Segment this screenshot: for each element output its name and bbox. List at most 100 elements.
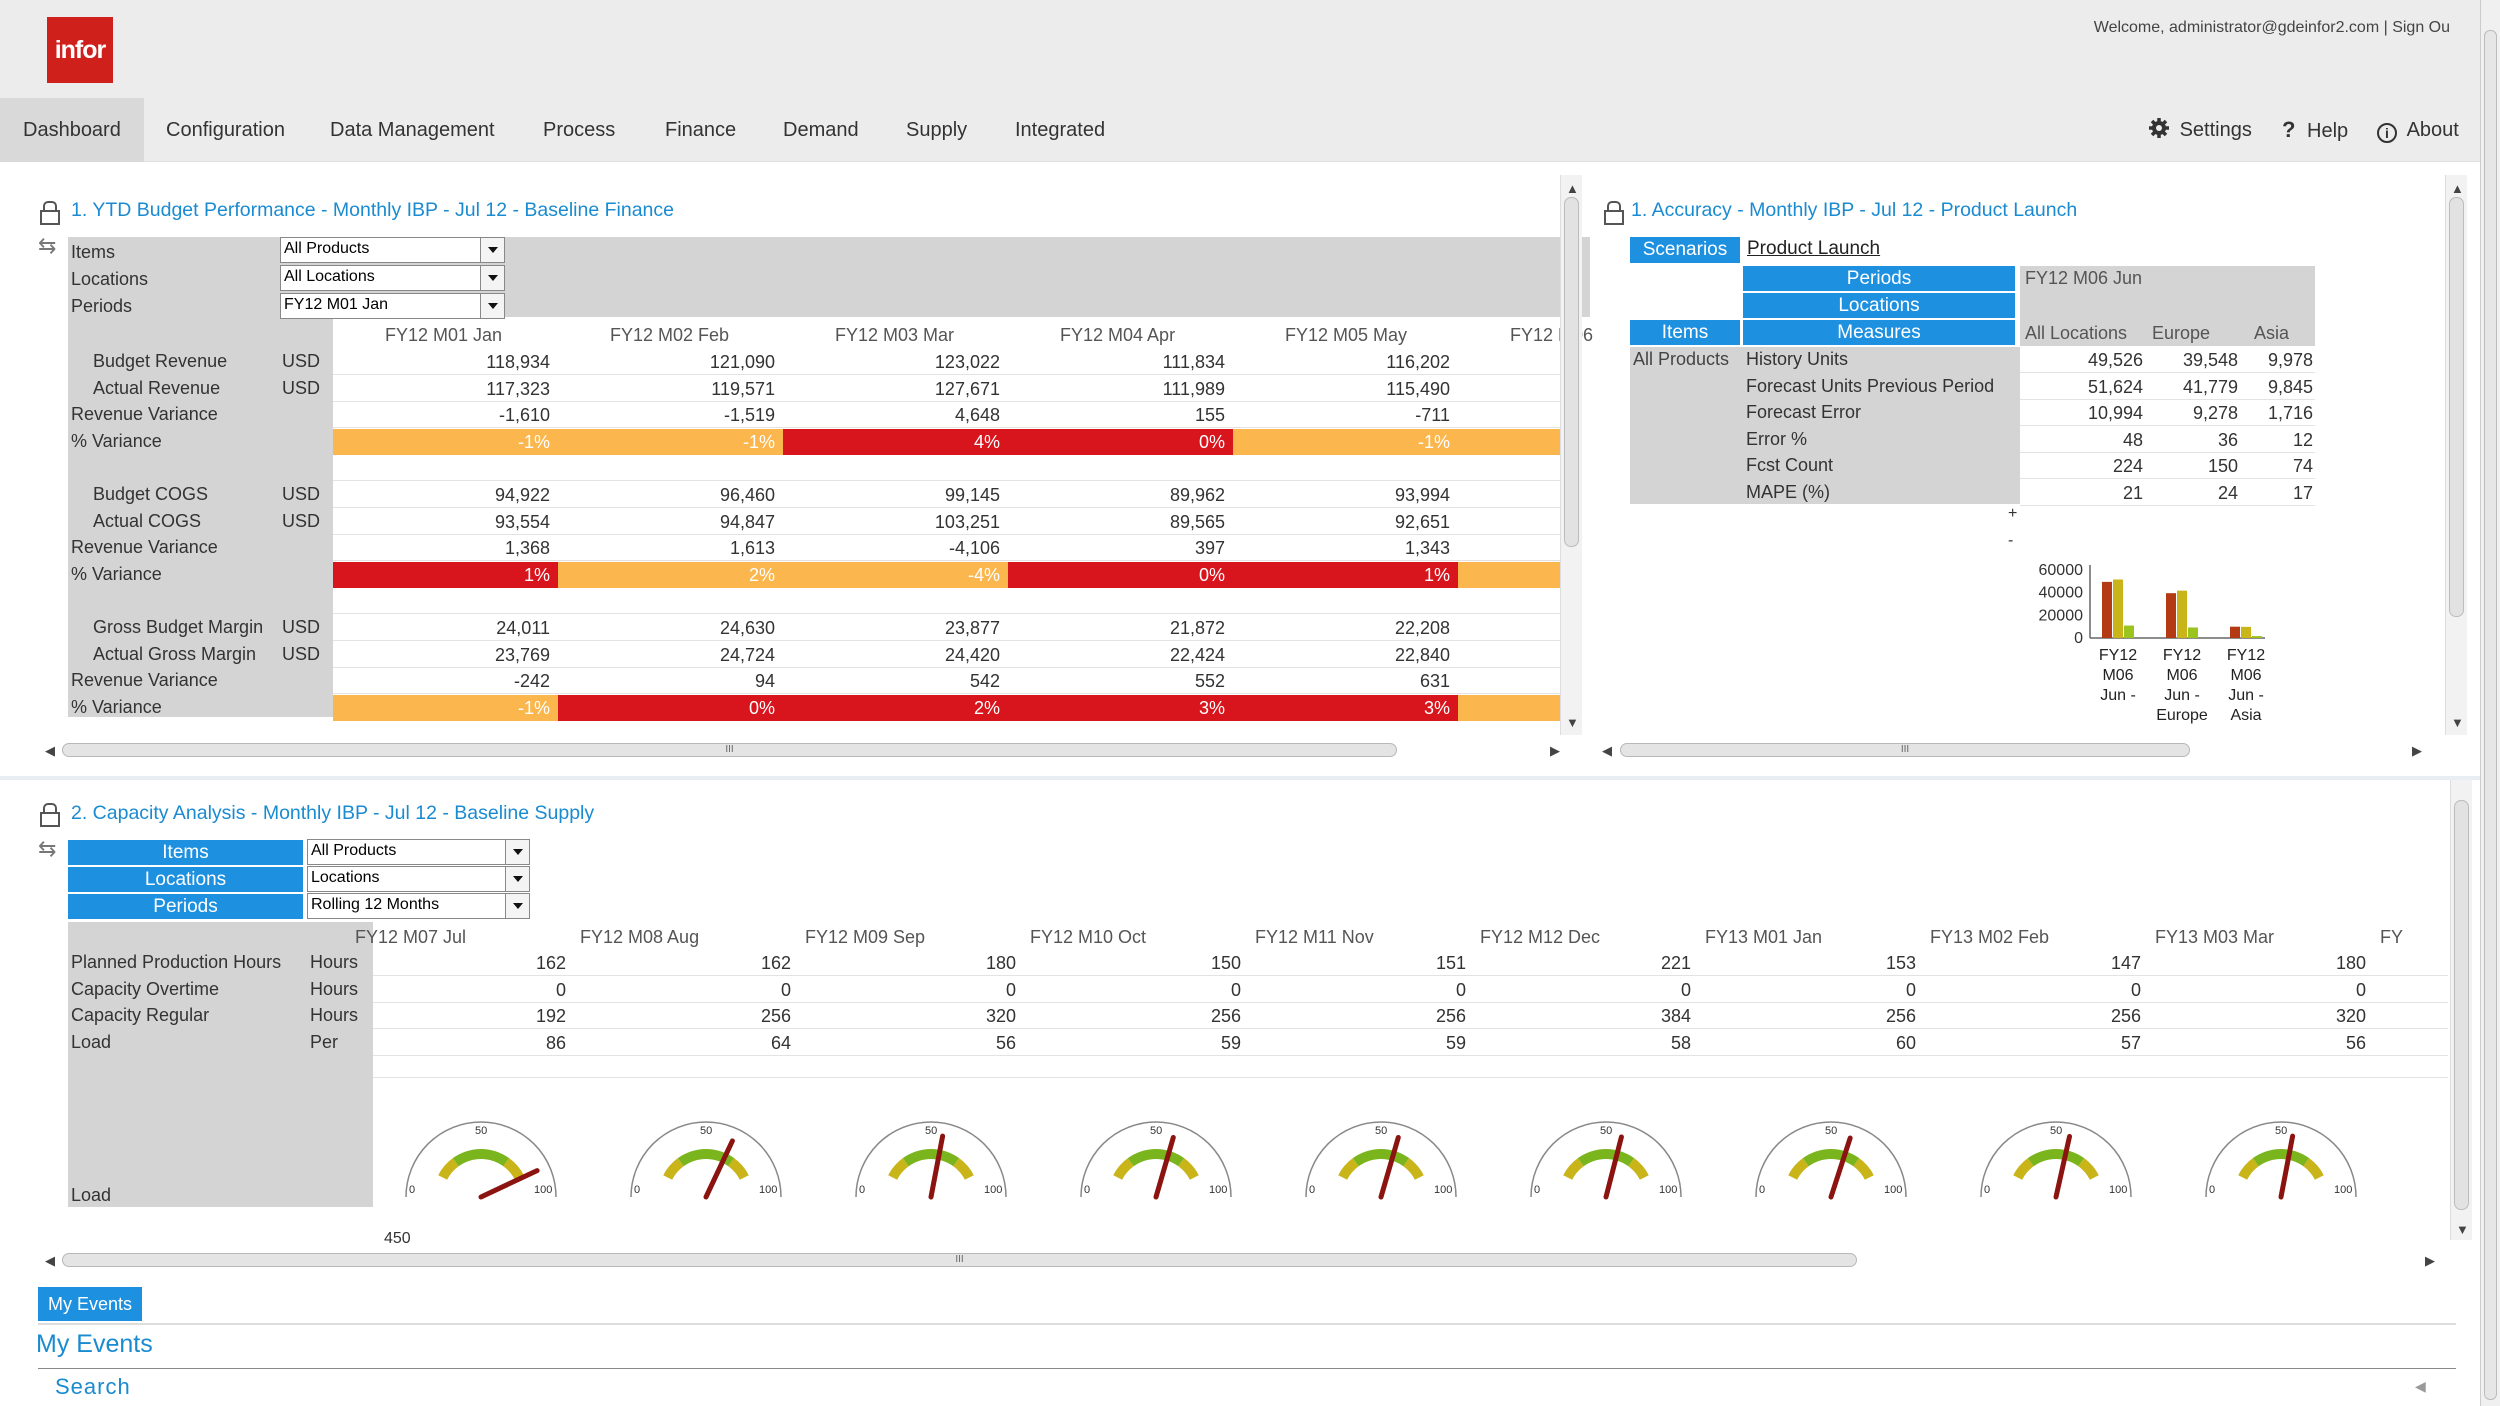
table-cell[interactable]: 0%: [1008, 561, 1233, 588]
table-cell[interactable]: 162: [760, 953, 791, 973]
table-cell[interactable]: 162: [535, 953, 566, 973]
accuracy-horizontal-scrollbar[interactable]: ◀ III ▶: [1600, 740, 2435, 760]
table-cell[interactable]: 103,251: [934, 511, 1000, 532]
column-header[interactable]: FY13 M03 Mar: [2155, 927, 2275, 947]
infor-logo[interactable]: infor: [47, 17, 113, 83]
table-cell[interactable]: 123,022: [934, 352, 1000, 372]
page-vertical-scrollbar[interactable]: [2480, 0, 2500, 1406]
table-cell[interactable]: 1%: [333, 561, 558, 588]
table-cell[interactable]: [333, 588, 558, 614]
table-cell[interactable]: -1,519: [723, 405, 775, 426]
table-cell[interactable]: -1%: [333, 694, 558, 721]
chevron-down-icon[interactable]: [480, 294, 504, 318]
table-cell[interactable]: 397: [1194, 538, 1225, 559]
table-cell[interactable]: 0%: [1008, 428, 1233, 455]
locations-select[interactable]: Locations: [307, 866, 530, 892]
table-cell[interactable]: 21: [2122, 482, 2143, 503]
table-cell[interactable]: 111,834: [1162, 352, 1225, 372]
table-cell[interactable]: [1008, 588, 1233, 614]
load-gauge[interactable]: 0 50 100: [403, 1105, 573, 1205]
table-cell[interactable]: 99,145: [944, 485, 1000, 505]
table-cell[interactable]: 256: [2110, 1006, 2141, 1026]
table-cell[interactable]: 121,090: [709, 352, 775, 372]
table-cell[interactable]: 0%: [558, 694, 783, 721]
table-cell[interactable]: [558, 455, 783, 481]
table-cell[interactable]: 56: [2345, 1032, 2366, 1053]
table-cell[interactable]: 94,847: [719, 511, 775, 532]
scroll-left-arrow[interactable]: ◀: [45, 1253, 55, 1268]
table-cell[interactable]: [1233, 588, 1458, 614]
chart-bar[interactable]: [2177, 590, 2187, 638]
chart-bar[interactable]: [2102, 581, 2112, 638]
column-header[interactable]: FY13 M01 Jan: [1705, 927, 1823, 947]
table-cell[interactable]: 155: [1194, 405, 1225, 426]
table-cell[interactable]: [783, 588, 1008, 614]
chart-bar[interactable]: [2166, 593, 2176, 638]
column-header[interactable]: FY12 M02 Feb: [610, 325, 730, 345]
periods-select[interactable]: FY12 M01 Jan: [280, 293, 505, 319]
table-cell[interactable]: 64: [770, 1032, 791, 1053]
table-cell[interactable]: 116,202: [1386, 352, 1450, 372]
scroll-thumb[interactable]: [2484, 30, 2497, 1400]
capacity-vertical-scrollbar[interactable]: ▼: [2450, 780, 2472, 1240]
collapse-icon[interactable]: -: [2008, 532, 2014, 549]
table-cell[interactable]: 58: [1670, 1032, 1691, 1053]
table-cell[interactable]: 59: [1220, 1032, 1241, 1053]
table-cell[interactable]: 150: [2207, 456, 2238, 476]
lock-icon[interactable]: [40, 803, 60, 827]
load-gauge[interactable]: 0 50 100: [1978, 1105, 2148, 1205]
table-cell[interactable]: 57: [2120, 1032, 2141, 1053]
table-cell[interactable]: 256: [1210, 1006, 1241, 1026]
load-gauge[interactable]: 0 50 100: [1528, 1105, 1698, 1205]
table-cell[interactable]: 2%: [783, 694, 1008, 721]
table-cell[interactable]: 147: [2110, 953, 2141, 973]
scroll-thumb[interactable]: [2449, 197, 2464, 617]
table-cell[interactable]: 118,934: [486, 352, 550, 372]
table-cell[interactable]: 96,460: [719, 485, 775, 505]
budget-horizontal-scrollbar[interactable]: ◀ III ▶: [40, 740, 1580, 760]
column-header[interactable]: FY12 M10 Oct: [1030, 927, 1147, 947]
load-gauge[interactable]: 0 50 100: [2203, 1105, 2373, 1205]
table-cell[interactable]: 74: [2292, 456, 2313, 476]
table-cell[interactable]: 542: [969, 671, 1000, 692]
items-select[interactable]: All Products: [307, 839, 530, 865]
chart-bar[interactable]: [2124, 625, 2134, 638]
scroll-right-arrow[interactable]: ▶: [1550, 743, 1560, 758]
nav-data-management[interactable]: Data Management: [330, 119, 495, 141]
table-cell[interactable]: 24,420: [944, 644, 1000, 665]
table-cell[interactable]: 0: [1905, 979, 1916, 1000]
chevron-down-icon[interactable]: [480, 238, 504, 262]
chart-bar[interactable]: [2230, 626, 2240, 638]
table-cell[interactable]: 24,724: [719, 644, 775, 665]
table-cell[interactable]: 4,648: [954, 405, 1000, 426]
table-cell[interactable]: 89,962: [1169, 485, 1225, 505]
table-cell[interactable]: 4%: [783, 428, 1008, 455]
nav-demand[interactable]: Demand: [783, 119, 859, 141]
location-column-header[interactable]: All Locations: [2025, 323, 2128, 343]
load-gauge[interactable]: 0 50 100: [628, 1105, 798, 1205]
table-cell[interactable]: 192: [535, 1006, 566, 1026]
table-cell[interactable]: 9,278: [2192, 403, 2238, 423]
scroll-down-arrow[interactable]: ▼: [1566, 715, 1579, 730]
scroll-left-arrow[interactable]: ◀: [1602, 743, 1612, 758]
table-cell[interactable]: 23,877: [944, 618, 1000, 638]
table-cell[interactable]: 221: [1660, 953, 1691, 973]
collapse-arrow-icon[interactable]: ◀: [2415, 1378, 2426, 1394]
load-gauge[interactable]: 0 50 100: [1753, 1105, 1923, 1205]
table-cell[interactable]: [558, 588, 783, 614]
about-link[interactable]: i About: [2377, 98, 2459, 162]
table-cell[interactable]: [1233, 455, 1458, 481]
load-gauge[interactable]: 0 50 100: [1303, 1105, 1473, 1205]
table-cell[interactable]: 256: [760, 1006, 791, 1026]
scroll-down-arrow[interactable]: ▼: [2456, 1222, 2469, 1237]
table-cell[interactable]: 256: [1885, 1006, 1916, 1026]
table-cell[interactable]: 24,011: [496, 618, 550, 638]
column-header[interactable]: FY12 M11 Nov: [1255, 927, 1374, 947]
chevron-down-icon[interactable]: [505, 894, 529, 918]
table-cell[interactable]: 153: [1885, 953, 1916, 973]
table-cell[interactable]: -1%: [333, 428, 558, 455]
table-cell[interactable]: 93,554: [494, 511, 550, 532]
swap-axes-icon[interactable]: ⇆: [38, 836, 57, 861]
column-header[interactable]: FY12 M01 Jan: [385, 325, 503, 345]
table-cell[interactable]: 22,208: [1394, 618, 1450, 638]
